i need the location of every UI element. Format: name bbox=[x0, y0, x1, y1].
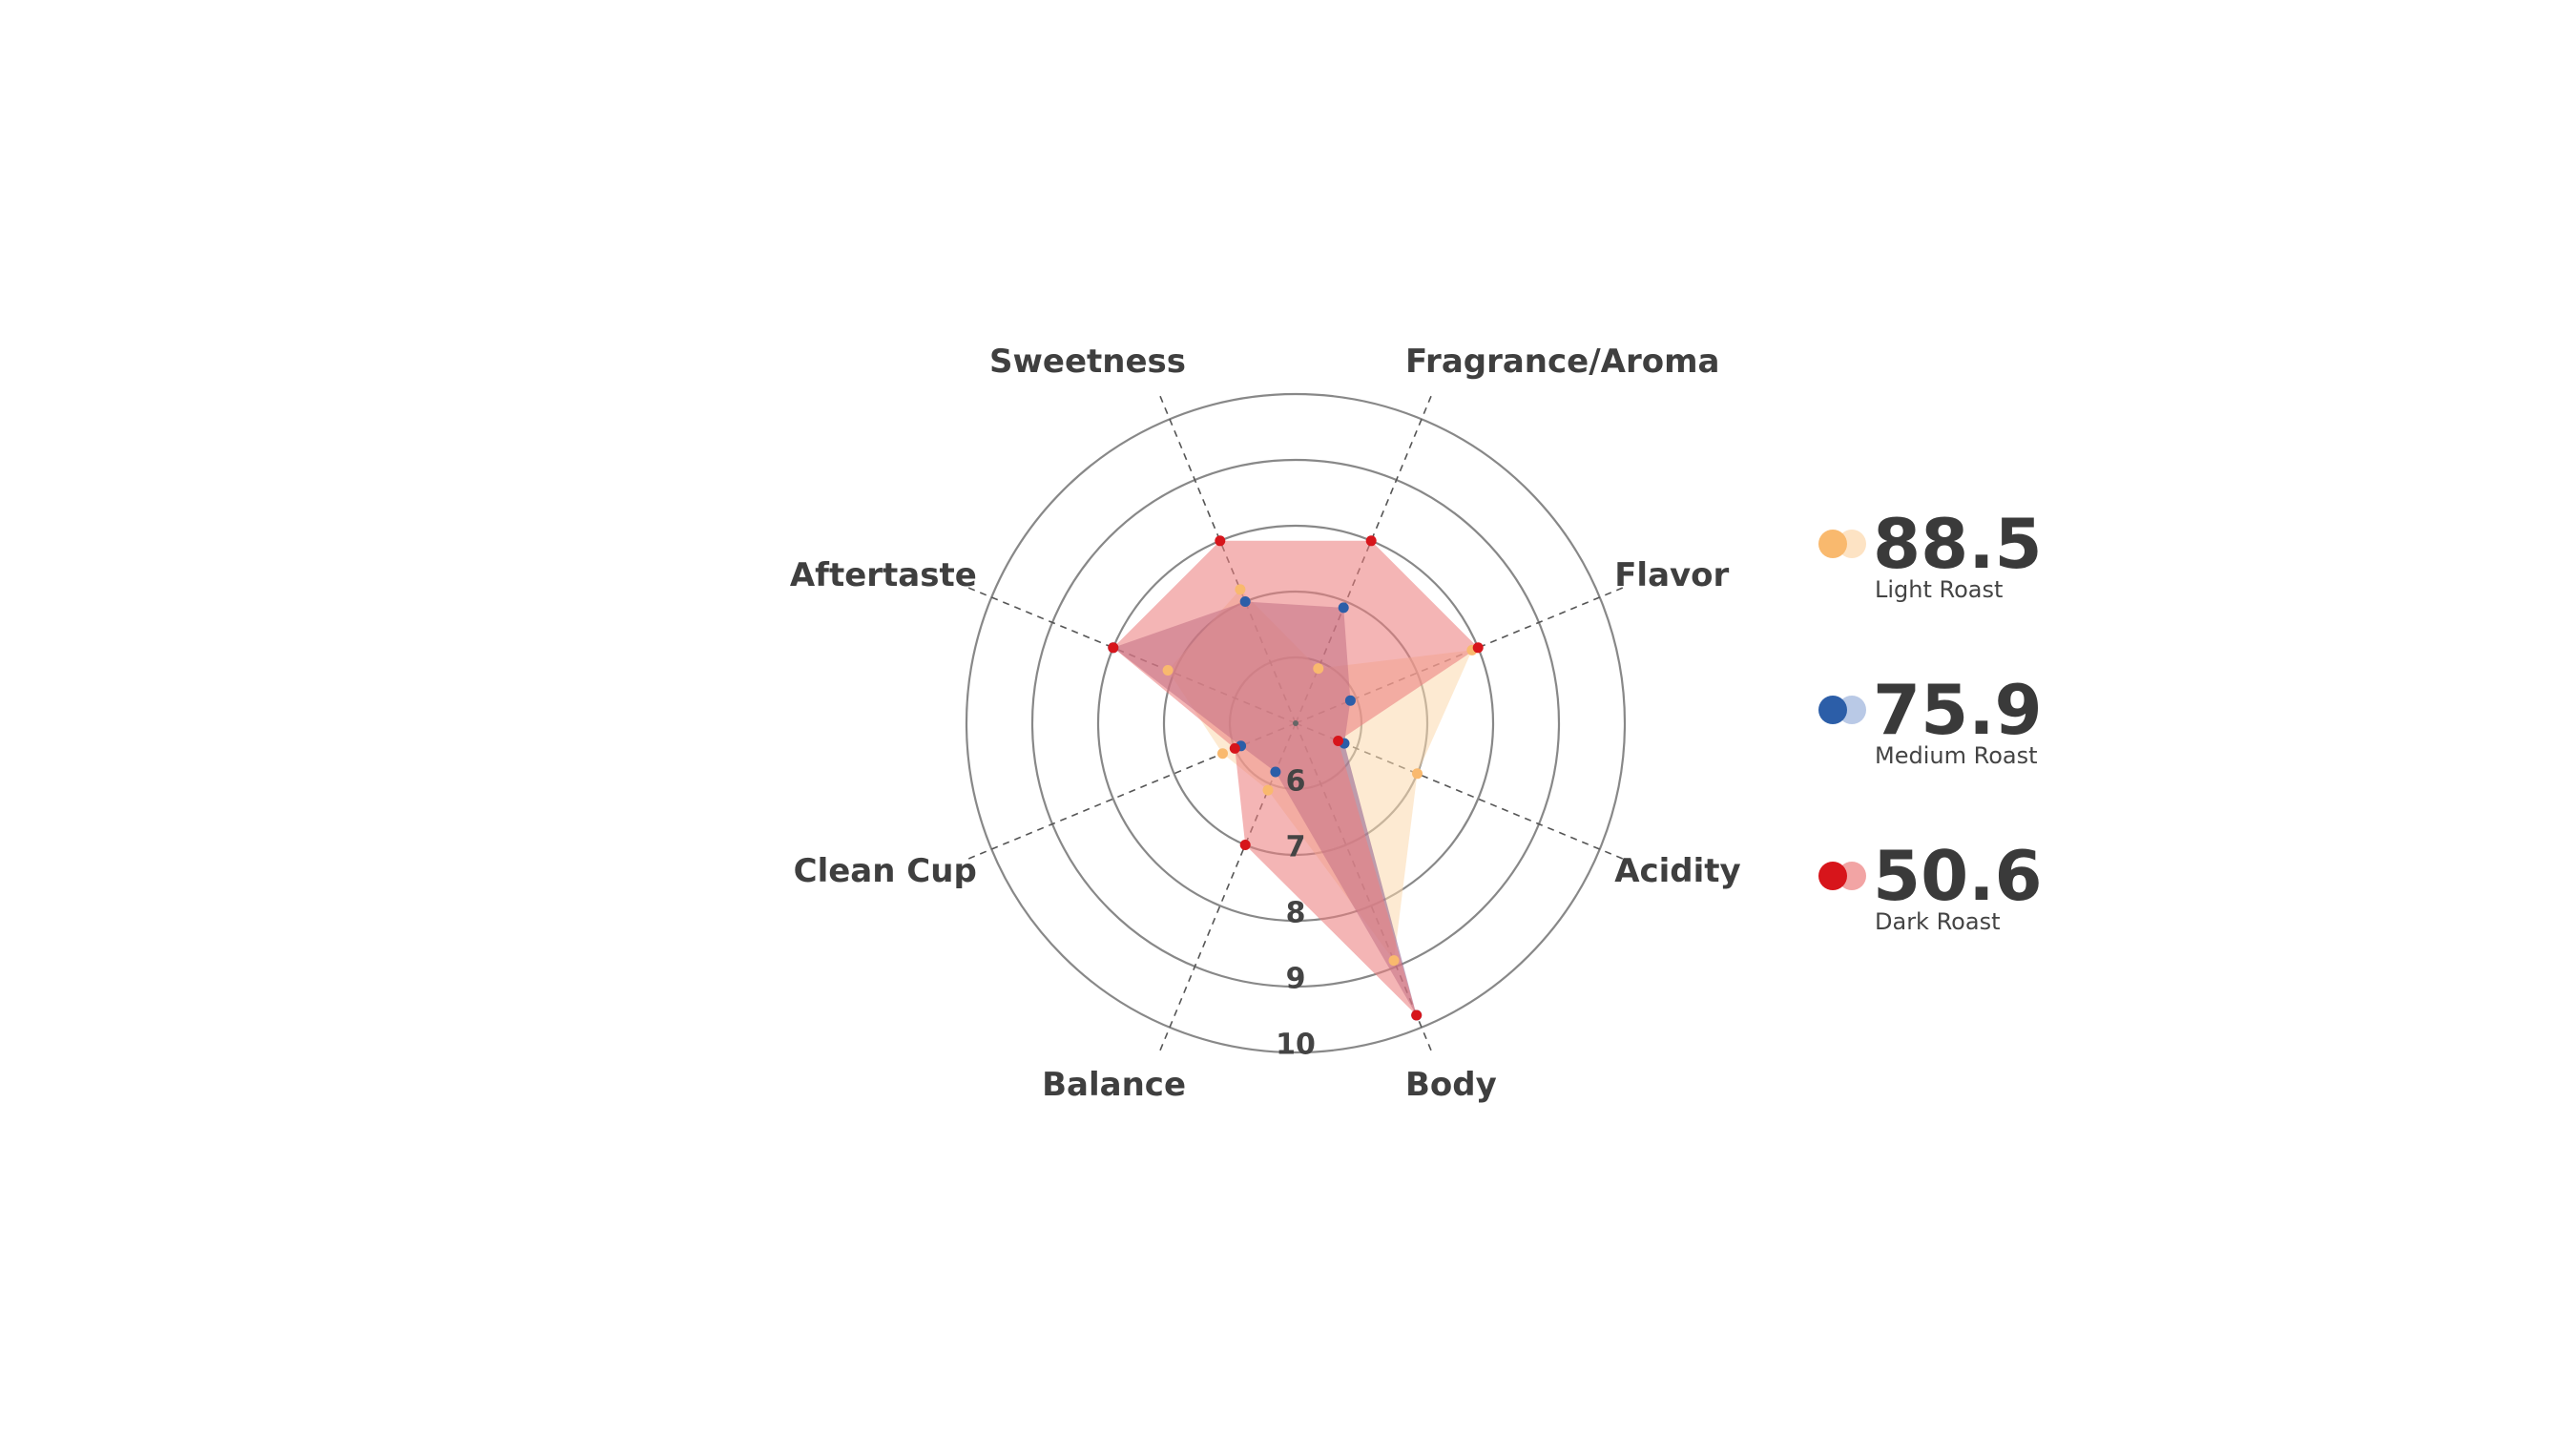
point-medium-roast-balance bbox=[1270, 766, 1281, 778]
axis-label-acidity: Acidity bbox=[1614, 852, 1741, 890]
axis-label-sweetness: Sweetness bbox=[989, 343, 1186, 381]
axis-label-layer: Fragrance/Aroma Flavor Acidity Body Balance C… bbox=[790, 343, 1741, 1104]
point-dark-roast-balance bbox=[1239, 840, 1251, 850]
axis-spoke-acidity bbox=[1295, 722, 1627, 862]
center-point bbox=[1293, 720, 1298, 726]
grid-ring-8 bbox=[1096, 524, 1495, 923]
legend-swatch bbox=[1818, 862, 1847, 890]
legend-score: 75.9 bbox=[1873, 670, 2043, 750]
legend-score: 50.6 bbox=[1873, 836, 2043, 916]
axis-label-balance: Balance bbox=[1042, 1066, 1186, 1104]
point-dark-roast-clean-cup bbox=[1229, 742, 1240, 754]
legend-series-name: Light Roast bbox=[1875, 576, 2003, 603]
tick-label-10: 10 bbox=[1276, 1029, 1316, 1062]
point-light-roast-sweetness bbox=[1235, 584, 1246, 595]
point-dark-roast-fragrance-aroma bbox=[1365, 535, 1377, 547]
axis-label-fragrance-aroma: Fragrance/Aroma bbox=[1405, 343, 1719, 381]
point-dark-roast-sweetness bbox=[1215, 535, 1226, 547]
tick-label-7: 7 bbox=[1286, 831, 1306, 864]
legend-series-name: Dark Roast bbox=[1875, 908, 2000, 935]
axis-spoke-balance bbox=[1157, 722, 1297, 1054]
axis-label-clean-cup: Clean Cup bbox=[794, 852, 977, 890]
legend-score: 88.5 bbox=[1873, 504, 2043, 584]
point-light-roast-body bbox=[1388, 955, 1400, 967]
axis-label-body: Body bbox=[1405, 1066, 1497, 1104]
legend-swatch bbox=[1818, 530, 1847, 558]
point-medium-roast-flavor bbox=[1344, 695, 1356, 706]
tick-label-9: 9 bbox=[1286, 963, 1306, 996]
grid-ring-9 bbox=[1030, 458, 1561, 989]
series-area-dark-roast bbox=[1112, 540, 1479, 1015]
point-light-roast-acidity bbox=[1412, 768, 1423, 780]
point-dark-roast-body bbox=[1411, 1009, 1423, 1021]
tick-label-6: 6 bbox=[1286, 765, 1306, 799]
point-medium-roast-sweetness bbox=[1239, 596, 1251, 607]
point-light-roast-aftertaste bbox=[1162, 665, 1174, 676]
axis-label-aftertaste: Aftertaste bbox=[790, 556, 977, 594]
axis-label-flavor: Flavor bbox=[1614, 556, 1729, 594]
point-light-roast-clean-cup bbox=[1217, 748, 1228, 760]
grid-ring-10 bbox=[965, 392, 1627, 1054]
point-dark-roast-flavor bbox=[1472, 642, 1484, 654]
legend-series-name: Medium Roast bbox=[1875, 742, 2038, 769]
tick-layer: 6 7 8 9 10 bbox=[1276, 765, 1316, 1062]
point-medium-roast-fragrance-aroma bbox=[1338, 602, 1349, 614]
legend-swatch bbox=[1818, 696, 1847, 724]
point-light-roast-fragrance-aroma bbox=[1313, 663, 1324, 675]
point-light-roast-balance bbox=[1262, 784, 1274, 796]
series-layer bbox=[1108, 535, 1484, 1021]
point-dark-roast-acidity bbox=[1333, 736, 1344, 746]
tick-label-8: 8 bbox=[1286, 897, 1306, 930]
axis-spoke-clean-cup bbox=[965, 722, 1297, 862]
point-dark-roast-aftertaste bbox=[1108, 642, 1119, 654]
